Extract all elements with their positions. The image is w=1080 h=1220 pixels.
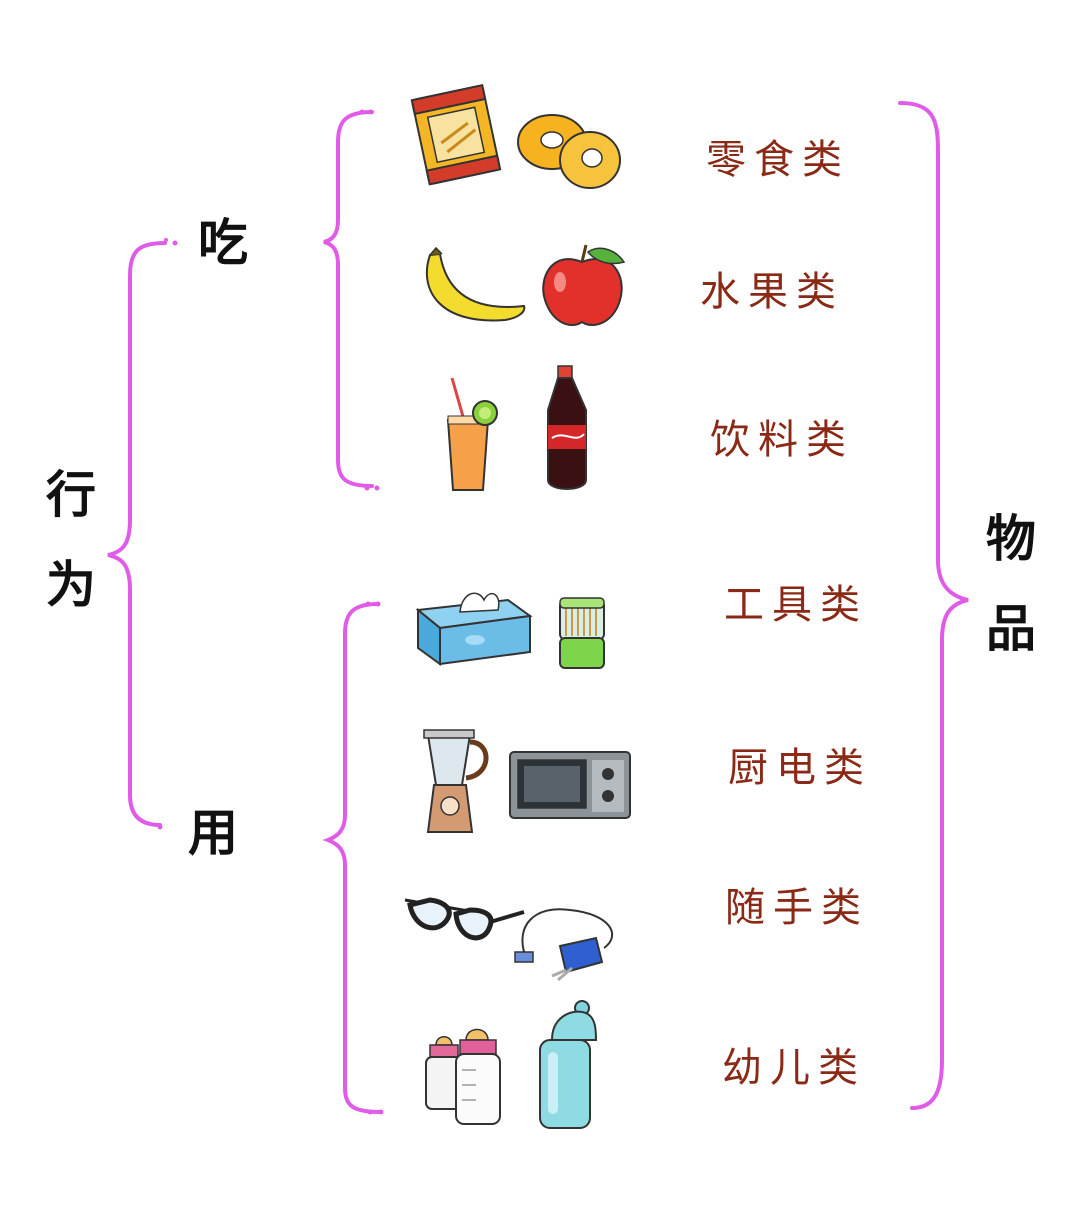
water-bottle-icon — [539, 1000, 598, 1129]
outer-left-bracket — [107, 241, 167, 827]
branch-label-use: 用 — [188, 803, 238, 862]
category-carry-items: 随手类 — [725, 885, 869, 931]
left-label-behavior: 行为 — [38, 468, 97, 648]
glasses-icon — [404, 897, 525, 941]
apple-icon — [542, 244, 626, 327]
eat-bracket — [323, 110, 374, 488]
right-label-items: 物品 — [978, 512, 1037, 692]
juice-glass-icon — [446, 377, 498, 491]
blender-icon — [423, 729, 489, 833]
category-snacks: 零食类 — [706, 137, 850, 183]
right-bracket — [898, 101, 969, 1110]
baby-bottle-icon — [425, 1028, 501, 1125]
charger-icon — [514, 908, 614, 982]
cola-bottle-icon — [547, 365, 587, 490]
tissue-box-icon — [415, 592, 533, 666]
microwave-icon — [509, 751, 631, 819]
category-fruit: 水果类 — [700, 269, 844, 315]
category-drinks: 饮料类 — [710, 417, 854, 463]
category-baby-items: 幼儿类 — [722, 1045, 866, 1091]
use-bracket — [322, 602, 382, 1114]
snack-bag-icon — [410, 84, 502, 186]
branch-label-eat: 吃 — [198, 213, 248, 272]
toothpick-holder-icon — [559, 597, 605, 669]
banana-icon — [425, 246, 526, 322]
category-kitchen-appliances: 厨电类 — [728, 745, 872, 791]
category-tools: 工具类 — [724, 582, 868, 628]
donut-icon — [517, 114, 621, 189]
